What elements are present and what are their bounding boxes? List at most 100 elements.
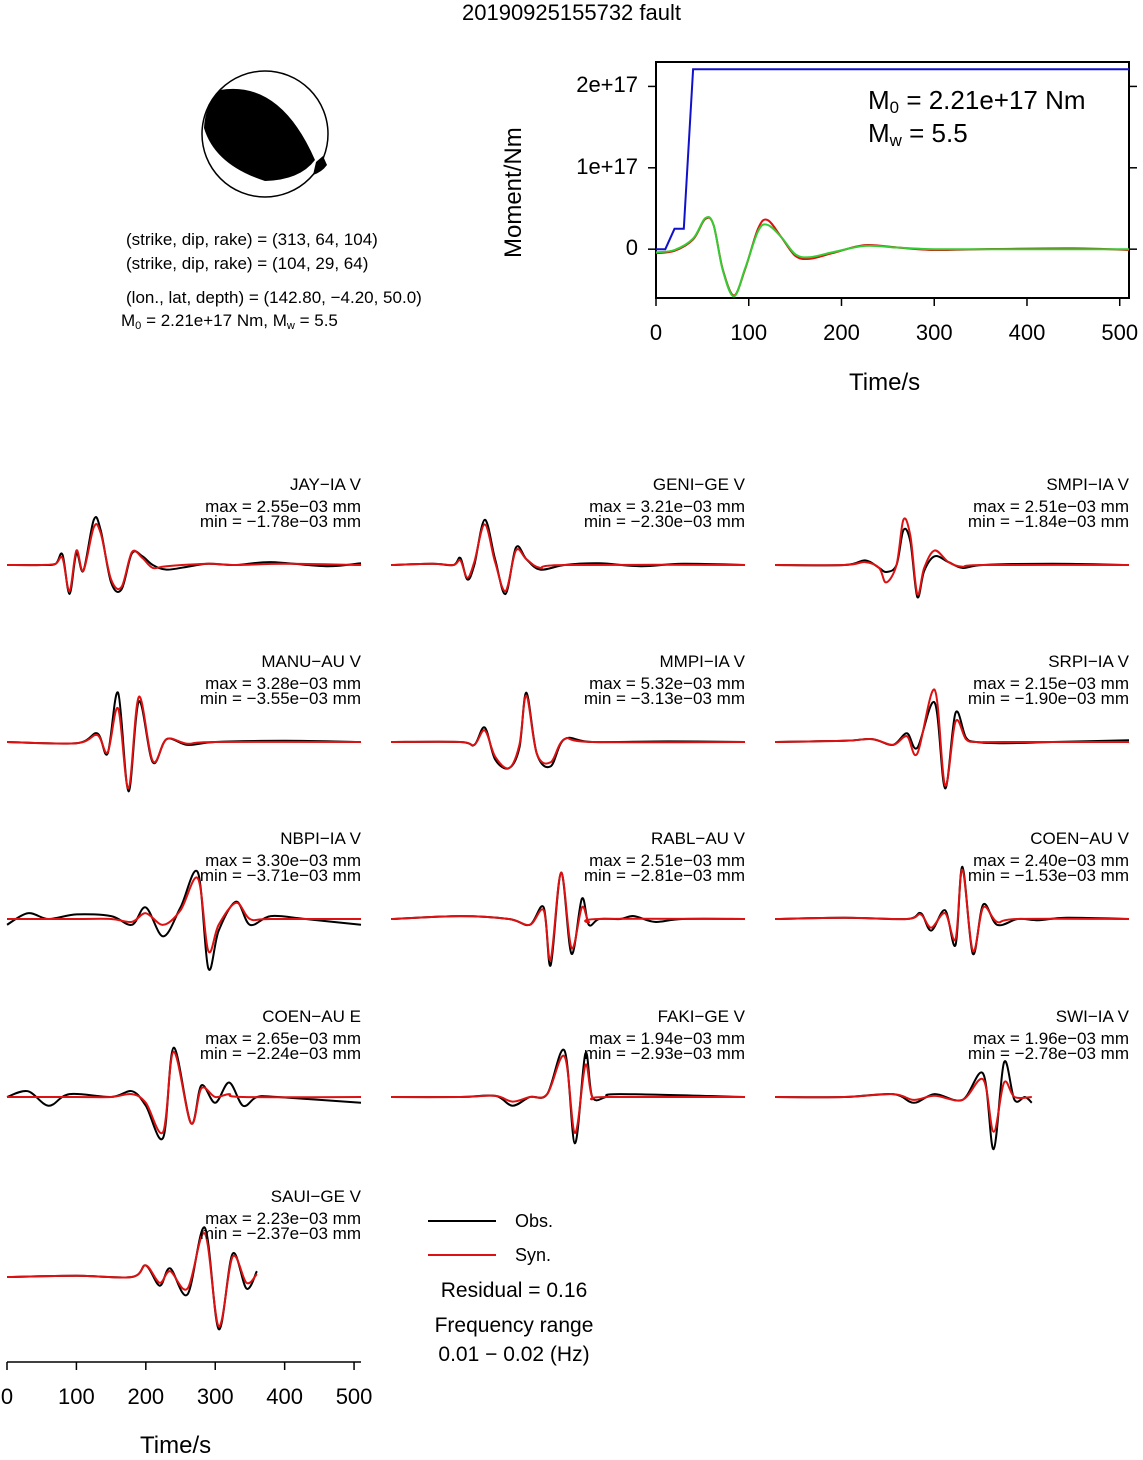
station-max: max = 2.65e−03 mm: [205, 1029, 361, 1048]
syn-trace: [774, 868, 1130, 953]
moment-xtick-label: 500: [1101, 320, 1139, 345]
station-min: min = −3.71e−03 mm: [199, 866, 361, 885]
station-max: max = 3.21e−03 mm: [589, 497, 745, 516]
waveforms: [6, 516, 1130, 1331]
station-name: SRPI−IA V: [1048, 652, 1129, 671]
waveform-panel: [6, 1046, 362, 1141]
syn-trace: [390, 694, 746, 770]
wave-xtick-label: 500: [335, 1384, 373, 1409]
wave-xtick-label: 300: [196, 1384, 234, 1409]
syn-trace: [774, 1077, 1032, 1133]
station-name: JAY−IA V: [289, 475, 361, 494]
syn-trace: [6, 695, 362, 790]
station-name: MANU−AU V: [261, 652, 361, 671]
moment-xtick-label: 100: [730, 320, 768, 345]
station-name: NBPI−IA V: [280, 829, 361, 848]
obs-trace: [6, 869, 362, 971]
moment-xtick-label: 300: [915, 320, 953, 345]
station-min: min = −2.24e−03 mm: [199, 1044, 361, 1063]
syn-trace: [774, 517, 1130, 596]
waveform-panel: [6, 1226, 258, 1331]
syn-trace: [390, 1054, 745, 1135]
station-min: min = −3.13e−03 mm: [583, 689, 745, 708]
legend-obs: Obs.: [515, 1211, 554, 1231]
syn-trace: [6, 523, 362, 593]
wave-xtick-label: 100: [58, 1384, 95, 1409]
station-min: min = −2.37e−03 mm: [199, 1224, 361, 1243]
moment-ytick-label: 1e+17: [576, 153, 638, 179]
obs-trace: [774, 1060, 1033, 1151]
syn-trace: [774, 688, 1129, 787]
station-min: min = −2.30e−03 mm: [583, 512, 745, 531]
figure-title: 20190925155732 fault: [462, 0, 681, 25]
moment-frame: [655, 61, 1130, 299]
station-max: max = 2.55e−03 mm: [205, 497, 361, 516]
station-name: FAKI−GE V: [657, 1007, 745, 1026]
station-max: max = 2.51e−03 mm: [973, 497, 1129, 516]
station-max: max = 2.23e−03 mm: [205, 1209, 361, 1228]
station-min: min = −1.90e−03 mm: [967, 689, 1129, 708]
waveform-panel: [390, 518, 746, 596]
location: (lon., lat, depth) = (142.80, −4.20, 50.…: [126, 288, 422, 307]
station-name: MMPI−IA V: [659, 652, 746, 671]
wave-xtick-label: 200: [127, 1384, 165, 1409]
station-min: min = −3.55e−03 mm: [199, 689, 361, 708]
waveform-panel: [774, 1060, 1033, 1151]
station-min: min = −1.84e−03 mm: [967, 512, 1129, 531]
frequency-label: Frequency range: [434, 1314, 594, 1337]
station-min: min = −2.78e−03 mm: [967, 1044, 1129, 1063]
station-max: max = 1.94e−03 mm: [589, 1029, 745, 1048]
mw-label: Mw = 5.5: [868, 118, 968, 151]
waveform-time-axis: [6, 1361, 361, 1370]
moment-series-2: [655, 215, 1129, 298]
station-min: min = −2.81e−03 mm: [583, 866, 745, 885]
moment-series-0: [656, 68, 1129, 251]
station-max: max = 2.15e−03 mm: [973, 674, 1129, 693]
waveform-panel: [390, 691, 746, 770]
waveform-xlabel: Time/s: [140, 1432, 212, 1459]
waveform-panel: [774, 517, 1130, 599]
wave-xtick-label: 400: [266, 1384, 303, 1409]
syn-trace: [6, 876, 361, 954]
wave-xtick-label: 0: [0, 1384, 14, 1409]
moment-summary: M0 = 2.21e+17 Nm, Mw = 5.5: [121, 311, 338, 332]
station-name: SAUI−GE V: [270, 1187, 361, 1206]
legend-syn: Syn.: [515, 1245, 552, 1265]
station-min: min = −2.93e−03 mm: [583, 1044, 745, 1063]
station-name: GENI−GE V: [652, 475, 745, 494]
moment-xtick-label: 0: [649, 320, 663, 345]
moment-xtick-label: 200: [823, 320, 860, 345]
station-name: COEN−AU V: [1030, 829, 1129, 848]
station-max: max = 2.40e−03 mm: [973, 851, 1129, 870]
station-name: COEN−AU E: [262, 1007, 361, 1026]
legend-lines: [428, 1220, 496, 1256]
waveform-panel: [6, 869, 362, 971]
syn-trace: [390, 871, 746, 961]
nodal-plane-1: (strike, dip, rake) = (313, 64, 104): [126, 230, 378, 249]
m0-label: M0 = 2.21e+17 Nm: [868, 85, 1086, 118]
station-name: SMPI−IA V: [1046, 475, 1129, 494]
syn-trace: [6, 1232, 258, 1328]
moment-ytick-label: 2e+17: [576, 72, 638, 98]
moment-plot: [648, 61, 1137, 306]
station-max: max = 2.51e−03 mm: [589, 851, 745, 870]
moment-xlabel: Time/s: [849, 369, 921, 396]
residual: Residual = 0.16: [440, 1279, 588, 1302]
frequency-value: 0.01 − 0.02 (Hz): [438, 1343, 590, 1366]
station-max: max = 3.30e−03 mm: [205, 851, 361, 870]
waveform-panel: [774, 865, 1130, 955]
syn-trace: [7, 1050, 362, 1135]
beachball: [201, 70, 329, 198]
station-max: max = 3.28e−03 mm: [205, 674, 361, 693]
station-max: max = 5.32e−03 mm: [589, 674, 745, 693]
syn-trace: [390, 523, 746, 593]
moment-ytick-label: 0: [625, 235, 638, 261]
station-max: max = 1.96e−03 mm: [973, 1029, 1129, 1048]
moment-ylabel: Moment/Nm: [500, 127, 527, 258]
station-name: RABL−AU V: [650, 829, 745, 848]
moment-xtick-label: 400: [1008, 320, 1046, 345]
station-min: min = −1.78e−03 mm: [199, 512, 361, 531]
waveform-panel: [6, 691, 362, 793]
station-name: SWI−IA V: [1055, 1007, 1129, 1026]
